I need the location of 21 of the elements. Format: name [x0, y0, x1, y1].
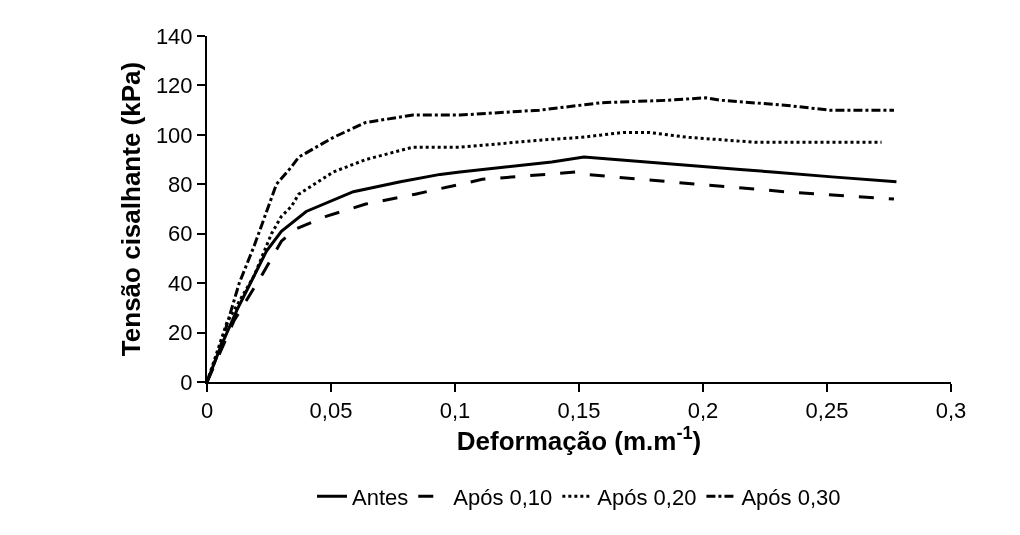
x-tick-label: 0,1 — [439, 398, 471, 424]
x-tick-label: 0,25 — [805, 398, 849, 424]
x-tick-label: 0,2 — [687, 398, 719, 424]
y-tick-label: 140 — [155, 23, 193, 49]
y-tick-label: 120 — [155, 73, 193, 99]
y-tick-label: 20 — [168, 320, 193, 346]
y-axis-title: Tensão cisalhante (kPa) — [115, 61, 146, 357]
legend-label: Após 0,30 — [741, 484, 841, 510]
y-tick-label: 100 — [155, 122, 193, 148]
x-tick-label: 0,3 — [935, 398, 967, 424]
x-tick-label: 0 — [200, 398, 214, 424]
x-tick-label: 0,15 — [557, 398, 601, 424]
legend-label: Após 0,10 — [453, 484, 553, 510]
legend-label: Antes — [352, 484, 409, 510]
x-tick-label: 0,05 — [309, 398, 353, 424]
y-tick-label: 60 — [168, 221, 193, 247]
y-tick-label: 40 — [168, 270, 193, 296]
y-tick-label: 0 — [180, 369, 193, 395]
y-tick-label: 80 — [168, 171, 193, 197]
legend-label: Após 0,20 — [597, 484, 697, 510]
x-axis-title: Deformação (m.m$^{-1}$) — [456, 423, 702, 457]
